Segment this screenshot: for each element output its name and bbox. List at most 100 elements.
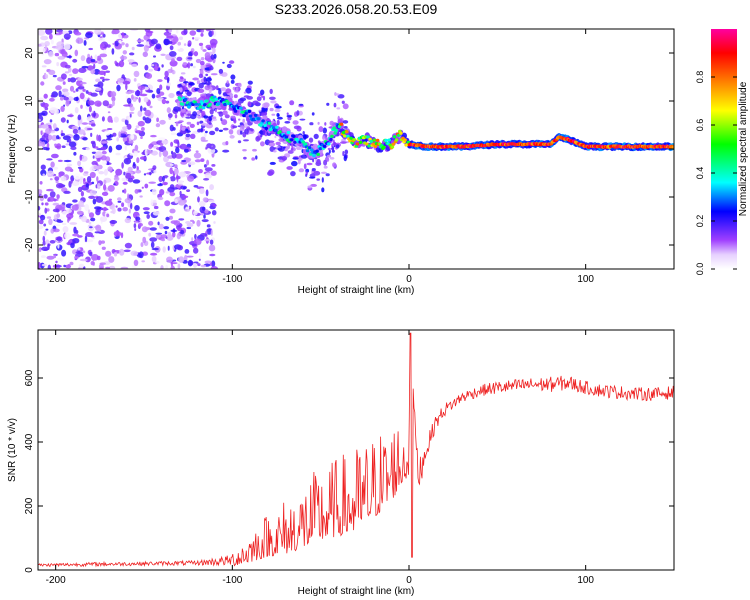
spectrogram-noise-blob — [52, 202, 60, 206]
spectrogram-noise-blob — [46, 255, 55, 260]
spectrogram-noise-blob — [139, 93, 148, 97]
y-tick-label: 400 — [24, 433, 35, 450]
spectrogram-noise-blob — [286, 166, 293, 170]
spectrogram-noise-blob — [149, 105, 153, 109]
spectrogram-ridge-point — [371, 142, 376, 146]
spectrogram-noise-blob — [149, 227, 157, 231]
spectrogram-noise-blob — [130, 202, 133, 210]
spectrogram-noise-blob — [62, 226, 69, 233]
spectrogram-noise-blob — [189, 133, 196, 139]
spectrogram-noise-blob — [209, 184, 215, 191]
spectrogram-ridge-point — [373, 144, 378, 149]
colorbar-tick-label: 0.4 — [695, 167, 705, 180]
spectrogram-noise-blob — [187, 113, 192, 117]
spectrogram-noise-blob — [211, 164, 216, 167]
spectrogram-noise-blob — [183, 29, 188, 35]
spectrogram-noise-blob — [84, 235, 88, 243]
spectrogram-noise-blob — [60, 105, 65, 112]
spectrogram-ridge-point — [310, 148, 314, 152]
colorbar-label: Normalized spectral amplitude — [738, 81, 749, 216]
spectrogram-noise-blob — [128, 208, 131, 214]
spectrogram-noise-blob — [38, 29, 46, 36]
spectrogram-noise-blob — [167, 77, 170, 82]
spectrogram-ridge-point — [180, 102, 185, 106]
spectrogram-noise-blob — [98, 70, 106, 76]
spectrogram-noise-blob — [193, 185, 199, 188]
spectrogram-noise-blob — [57, 257, 64, 261]
spectrogram-noise-blob — [260, 134, 263, 138]
spectrogram-noise-blob — [218, 111, 224, 117]
spectrogram-noise-blob — [100, 155, 107, 161]
spectrogram-noise-blob — [132, 162, 136, 167]
spectrogram-noise-blob — [46, 170, 55, 178]
spectrogram-noise-blob — [83, 171, 89, 174]
spectrogram-ridge-point — [275, 125, 279, 129]
spectrogram-noise-blob — [39, 181, 43, 185]
spectrogram-noise-blob — [291, 160, 298, 167]
spectrogram-noise-blob — [94, 54, 98, 60]
spectrogram-noise-blob — [171, 152, 177, 159]
spectrogram-noise-blob — [77, 160, 82, 167]
spectrogram-noise-blob — [73, 134, 80, 141]
spectrogram-noise-blob — [305, 173, 308, 177]
spectrogram-noise-blob — [198, 169, 203, 174]
spectrogram-noise-blob — [93, 110, 96, 118]
spectrogram-noise-blob — [271, 113, 276, 116]
spectrogram-ridge-point — [239, 106, 243, 110]
spectrogram-noise-blob — [56, 236, 62, 242]
spectrogram-noise-blob — [177, 183, 183, 186]
spectrogram-noise-blob — [63, 91, 70, 97]
spectrogram-noise-blob — [318, 126, 324, 133]
spectrogram-noise-blob — [50, 39, 54, 45]
spectrogram-noise-blob — [88, 221, 92, 225]
spectrogram-noise-blob — [177, 263, 181, 269]
spectrogram-noise-blob — [299, 118, 306, 121]
spectrogram-noise-blob — [232, 125, 238, 129]
spectrogram-noise-blob — [125, 115, 130, 121]
spectrogram-noise-blob — [155, 43, 162, 50]
spectrogram-noise-blob — [176, 56, 183, 62]
spectrogram-ridge-point — [327, 142, 331, 146]
spectrogram-noise-blob — [89, 226, 93, 229]
spectrogram-noise-blob — [130, 133, 135, 140]
spectrogram-noise-blob — [229, 135, 235, 139]
spectrogram-noise-blob — [335, 144, 340, 149]
spectrogram-noise-blob — [311, 112, 315, 116]
spectrogram-noise-blob — [152, 165, 157, 171]
spectrogram-noise-blob — [63, 159, 72, 163]
spectrogram-noise-blob — [255, 136, 261, 142]
spectrogram-noise-blob — [177, 245, 183, 251]
spectrogram-ridge-point — [274, 128, 278, 132]
spectrogram-noise-blob — [99, 266, 104, 269]
spectrogram-noise-blob — [103, 179, 107, 185]
spectrogram-noise-blob — [204, 172, 213, 179]
spectrogram-noise-blob — [204, 167, 213, 172]
spectrogram-noise-blob — [195, 150, 199, 153]
spectrogram-noise-blob — [309, 176, 316, 179]
y-tick-label: -20 — [24, 237, 35, 252]
x-tick-label: 0 — [406, 575, 412, 586]
spectrogram-noise-blob — [170, 163, 174, 166]
spectrogram-noise-blob — [269, 96, 276, 101]
spectrogram-noise-blob — [122, 181, 128, 185]
spectrogram-noise-blob — [230, 74, 236, 80]
spectrogram-noise-blob — [176, 174, 179, 182]
spectrogram-noise-blob — [85, 32, 93, 39]
spectrogram-noise-blob — [139, 195, 143, 198]
spectrogram-ridge-point — [391, 142, 396, 146]
spectrogram-noise-blob — [54, 108, 59, 115]
spectrogram-noise-blob — [153, 55, 156, 58]
spectrogram-noise-blob — [298, 168, 305, 173]
spectrogram-noise-blob — [291, 142, 294, 149]
spectrogram-ridge-point — [390, 145, 395, 149]
spectrogram-noise-blob — [76, 96, 79, 102]
spectrogram-noise-blob — [127, 117, 132, 120]
spectrogram-noise-blob — [79, 204, 85, 208]
spectrogram-noise-blob — [134, 90, 141, 97]
spectrogram-noise-blob — [80, 81, 87, 85]
spectrogram-noise-blob — [55, 180, 59, 184]
spectrogram-noise-blob — [193, 238, 202, 246]
spectrogram-noise-blob — [323, 159, 328, 166]
spectrogram-ridge-point — [247, 109, 252, 113]
spectrogram-noise-blob — [165, 100, 170, 104]
